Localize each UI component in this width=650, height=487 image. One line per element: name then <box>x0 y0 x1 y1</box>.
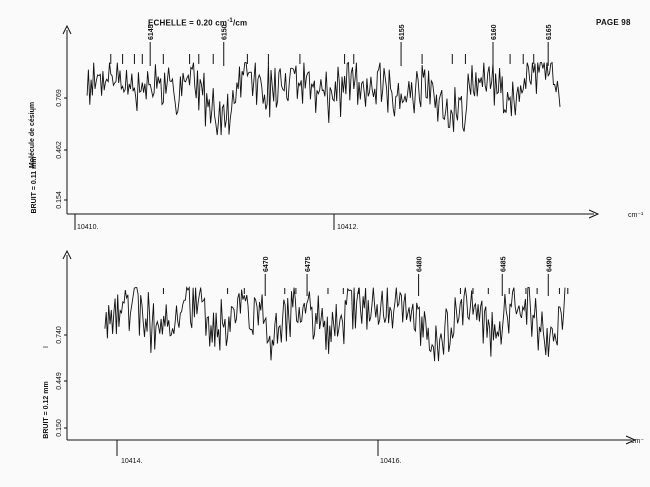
y-tick-label: 0.462 <box>56 141 63 159</box>
line-number-label: 6155 <box>399 24 406 40</box>
y-noise-label: BRUIT = 0.12 mm <box>43 381 50 438</box>
line-number-label: 6490 <box>546 256 553 272</box>
scale-label: ECHELLE = 0.20 cm-1/cm <box>148 18 248 28</box>
y-tick-label: 0.449 <box>56 372 63 390</box>
line-number-label: 6165 <box>546 24 553 40</box>
line-number-label: 6145 <box>148 24 155 40</box>
line-number-label: 6485 <box>500 256 507 272</box>
x-axis-arrow <box>588 209 600 219</box>
x-unit-label: cm⁻ <box>631 438 644 445</box>
y-symbol: I <box>43 346 50 348</box>
x-axis-arrow <box>625 435 637 445</box>
y-tick-label: 0.150 <box>56 419 63 437</box>
x-tick-label: 10412. <box>337 224 358 231</box>
spectrum-trace <box>86 61 561 136</box>
y-title: Molécule de césium <box>29 102 36 168</box>
y-tick-label: 0.154 <box>56 191 63 209</box>
x-tick-label: 10414. <box>121 458 142 465</box>
line-number-label: 6470 <box>263 256 270 272</box>
y-tick-label: 0.740 <box>56 326 63 344</box>
y-symbol: I <box>31 108 38 110</box>
y-axis-arrow <box>62 249 72 260</box>
x-unit-label: cm⁻¹ <box>628 212 644 219</box>
line-number-label: 6160 <box>491 24 498 40</box>
line-number-label: 6150 <box>222 24 229 40</box>
page-number: PAGE 98 <box>596 18 631 27</box>
y-tick-label: 0.769 <box>56 89 63 107</box>
x-tick-label: 10416. <box>380 458 401 465</box>
line-number-label: 6475 <box>305 256 312 272</box>
spectrum-trace <box>104 285 566 362</box>
line-number-label: 6480 <box>417 256 424 272</box>
x-tick-label: 10410. <box>77 224 98 231</box>
y-axis-arrow <box>62 24 72 35</box>
y-noise-label: BRUIT = 0.11 mm <box>31 157 38 214</box>
